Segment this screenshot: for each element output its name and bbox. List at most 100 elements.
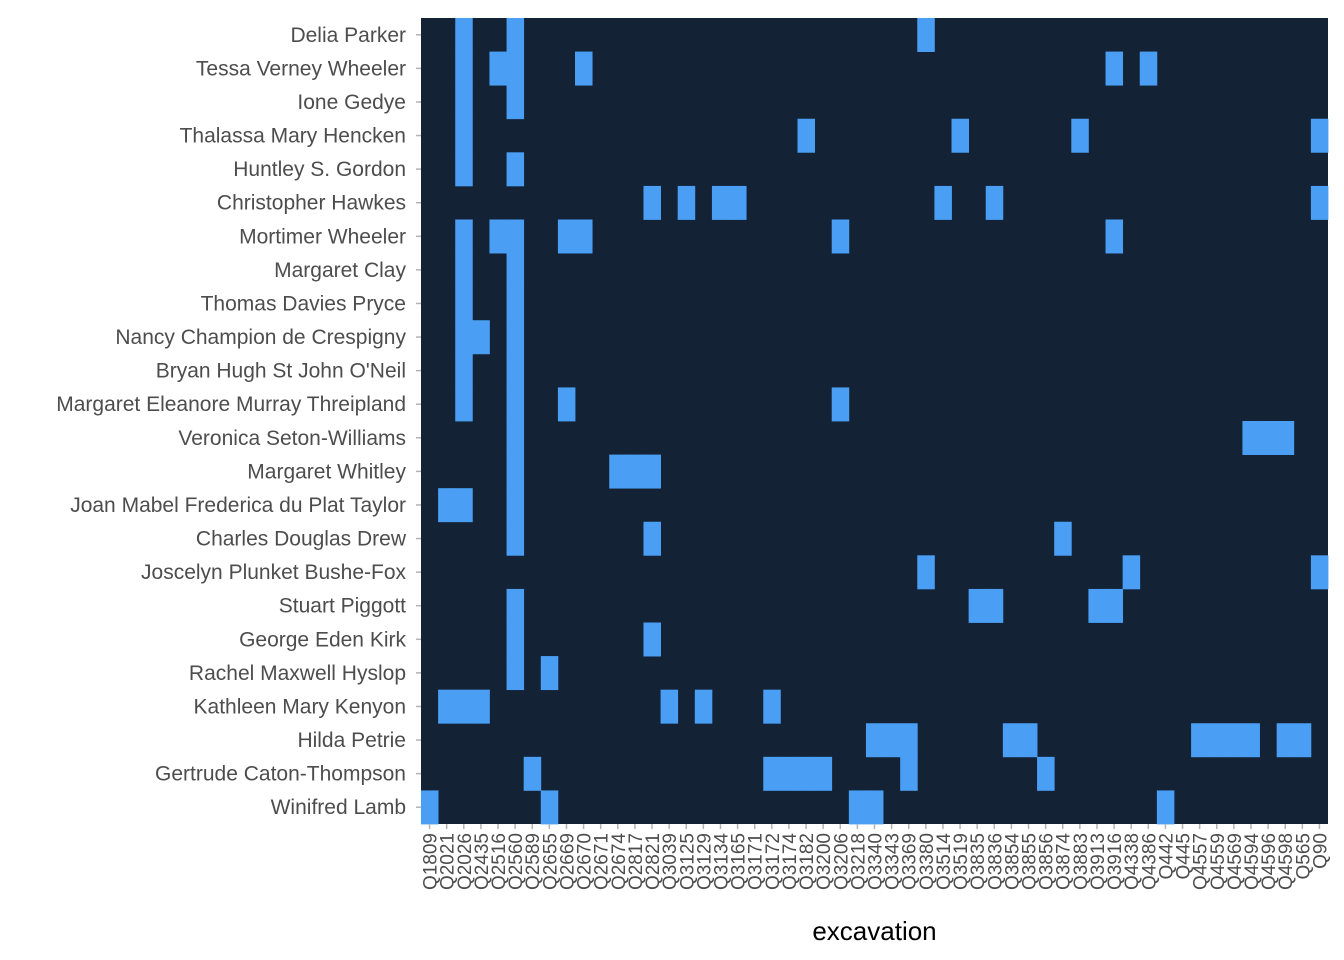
- x-tick-label: Q4338: [1122, 833, 1143, 890]
- heatmap-tile: [951, 118, 970, 153]
- y-tick-label: Margaret Eleanore Murray Threipland: [56, 393, 406, 416]
- heatmap-tile: [780, 756, 798, 791]
- heatmap-tile: [677, 185, 696, 220]
- heatmap-tile: [523, 756, 542, 791]
- x-tick-label: Q3514: [934, 833, 955, 890]
- x-tick-label: Q3129: [694, 833, 715, 890]
- heatmap-tile: [575, 51, 593, 86]
- heatmap-tile: [455, 219, 473, 254]
- y-tick-label: Joan Mabel Frederica du Plat Taylor: [70, 494, 406, 517]
- y-tick-label: Bryan Hugh St John O'Neil: [156, 360, 406, 383]
- heatmap-tile: [472, 320, 490, 355]
- x-tick-label: Q4569: [1225, 833, 1246, 890]
- y-axis: Delia Parker Tessa Verney Wheeler Ione Ged…: [56, 24, 421, 819]
- heatmap-tile: [506, 521, 525, 556]
- heatmap-tile: [455, 18, 473, 52]
- heatmap-tile: [506, 51, 525, 86]
- x-tick-label: Q3874: [1054, 833, 1075, 890]
- x-tick-label: Q2674: [609, 833, 630, 890]
- heatmap-tile: [711, 185, 730, 220]
- y-tick-label: Gertrude Caton-Thompson: [155, 763, 406, 786]
- tile-layer: [421, 18, 1329, 825]
- x-tick-label: Q445: [1174, 833, 1195, 879]
- heatmap-tile: [506, 85, 525, 120]
- heatmap-tile: [506, 286, 525, 321]
- heatmap-tile: [848, 790, 867, 825]
- heatmap-tile: [506, 622, 525, 657]
- x-tick-label: Q2670: [575, 833, 596, 890]
- heatmap-tile: [455, 353, 473, 388]
- heatmap-tile: [763, 756, 781, 791]
- x-tick-label: Q4557: [1191, 833, 1212, 890]
- x-tick-label: Q3380: [917, 833, 938, 890]
- heatmap-tile: [506, 353, 525, 388]
- heatmap-tile: [506, 152, 525, 187]
- x-tick-label: Q3172: [763, 833, 784, 890]
- heatmap-tile: [506, 320, 525, 355]
- x-tick-label: Q3206: [831, 833, 852, 890]
- x-tick-label: Q2021: [438, 833, 459, 890]
- heatmap-tile: [643, 454, 661, 489]
- x-tick-label: Q3171: [746, 833, 767, 890]
- heatmap-tile: [1293, 723, 1312, 758]
- heatmap-tile: [1019, 723, 1038, 758]
- heatmap-tile: [1088, 588, 1106, 623]
- heatmap-tile: [865, 790, 884, 825]
- heatmap-tile: [883, 723, 901, 758]
- x-tick-label: Q2821: [643, 833, 664, 890]
- heatmap-tile: [1122, 555, 1141, 590]
- y-tick-label: Rachel Maxwell Hyslop: [189, 662, 406, 685]
- heatmap-tile: [1310, 555, 1329, 590]
- heatmap-tile: [865, 723, 884, 758]
- x-tick-label: Q3125: [677, 833, 698, 890]
- heatmap-tile: [797, 756, 815, 791]
- y-tick-label: George Eden Kirk: [239, 628, 406, 651]
- heatmap-tile: [489, 51, 507, 86]
- heatmap-tile: [455, 320, 473, 355]
- x-tick-label: Q2817: [626, 833, 647, 890]
- y-tick-label: Thomas Davies Pryce: [201, 292, 406, 315]
- heatmap-tile: [540, 790, 559, 825]
- y-tick-label: Margaret Clay: [274, 259, 406, 282]
- heatmap-tile: [506, 18, 525, 52]
- heatmap-tile: [506, 253, 525, 288]
- heatmap-tile: [694, 689, 713, 724]
- x-tick-label: Q2560: [506, 833, 527, 890]
- x-tick-label: Q3916: [1105, 833, 1126, 890]
- heatmap-tile: [900, 723, 918, 758]
- y-tick-label: Stuart Piggott: [279, 595, 406, 618]
- heatmap-tile: [660, 689, 679, 724]
- x-tick-label: Q2655: [540, 833, 561, 890]
- x-tick-label: Q3134: [711, 833, 732, 890]
- heatmap-tile: [1054, 521, 1072, 556]
- y-tick-label: Mortimer Wheeler: [239, 225, 406, 248]
- x-axis-title: excavation: [812, 916, 936, 946]
- heatmap-tile: [1310, 185, 1329, 220]
- y-tick-label: Kathleen Mary Kenyon: [194, 695, 406, 718]
- heatmap-tile: [1276, 723, 1295, 758]
- x-axis: Q1809Q2021Q2026Q2435Q2516Q2560Q2589Q2655…: [421, 824, 1331, 890]
- heatmap-tile: [489, 219, 507, 254]
- heatmap-tile: [626, 454, 644, 489]
- heatmap-tile: [1139, 51, 1158, 86]
- x-tick-label: Q3369: [900, 833, 921, 890]
- x-tick-label: Q3165: [729, 833, 750, 890]
- heatmap-tile: [643, 622, 661, 657]
- heatmap-tile: [1191, 723, 1209, 758]
- heatmap-tile: [831, 387, 850, 422]
- y-tick-label: Margaret Whitley: [247, 460, 406, 483]
- y-tick-label: Tessa Verney Wheeler: [196, 57, 406, 80]
- heatmap-tile: [472, 689, 490, 724]
- heatmap-tile: [763, 689, 781, 724]
- x-tick-label: Q565: [1293, 833, 1314, 879]
- heatmap-tile: [455, 51, 473, 86]
- heatmap-tile: [438, 488, 456, 523]
- heatmap-tile: [831, 219, 850, 254]
- y-tick-label: Christopher Hawkes: [217, 192, 406, 215]
- heatmap-tile: [609, 454, 627, 489]
- heatmap-tile: [1105, 219, 1124, 254]
- x-tick-label: Q4598: [1276, 833, 1297, 890]
- y-tick-label: Ione Gedye: [297, 91, 406, 114]
- heatmap-tile: [506, 219, 525, 254]
